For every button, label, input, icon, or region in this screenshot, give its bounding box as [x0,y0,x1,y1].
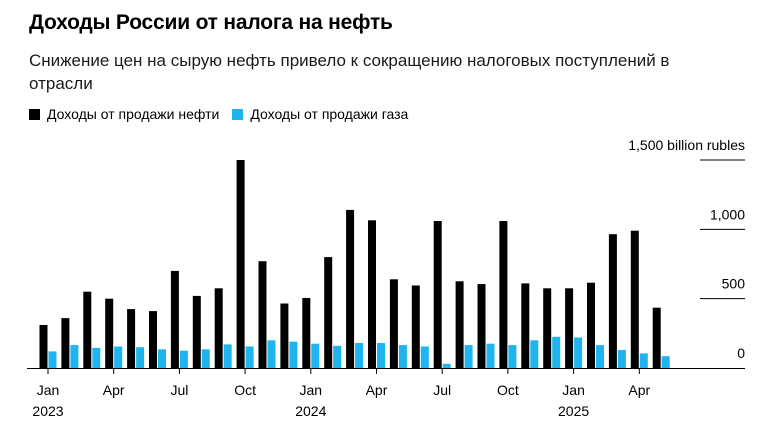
bar-oil [433,221,442,368]
bar-gas [223,344,232,368]
bar-gas [201,349,210,368]
bar-gas [398,345,407,368]
bar-oil [149,311,157,368]
bar-gas [639,353,648,368]
x-tick-month: Apr [366,382,388,398]
x-tick-month: Apr [103,382,125,398]
bar-oil [368,220,376,368]
legend-label-oil: Доходы от продажи нефти [47,106,220,122]
bar-gas [552,336,561,368]
bar-oil [652,307,661,368]
bar-oil [608,234,617,368]
bar-oil [455,281,464,368]
legend: Доходы от продажи нефти Доходы от продаж… [29,106,421,122]
bar-oil [280,303,289,368]
x-tick-month: Oct [234,382,256,398]
legend-item-gas: Доходы от продажи газа [232,106,408,122]
bar-gas [267,340,276,368]
bar-oil [214,288,223,368]
bar-oil [127,309,136,368]
y-tick-label: 1,500 billion rubles [628,137,745,153]
bar-gas [333,345,342,368]
bars [39,160,670,368]
chart-subtitle: Снижение цен на сырую нефть привело к со… [29,51,670,93]
bar-oil [192,295,201,368]
x-tick-month: Jan [300,382,323,398]
legend-item-oil: Доходы от продажи нефти [29,106,219,122]
bar-oil [324,257,333,368]
bar-gas [486,343,495,368]
bar-gas [245,346,254,368]
legend-label-gas: Доходы от продажи газа [250,106,409,122]
y-axis-ticks: 1,500 billion rubles 1,000 500 0 [628,137,745,361]
bar-oil [477,284,486,368]
bar-gas [530,340,539,368]
x-tick-year: 2023 [32,403,63,419]
bar-gas [377,343,385,368]
y-tick-label: 0 [737,345,745,361]
bar-gas [311,343,320,368]
bar-gas [420,346,429,368]
bar-gas [136,347,145,368]
bar-oil [499,221,508,368]
y-tick-label: 500 [722,276,746,292]
x-tick-month: Jan [37,382,60,398]
bar-gas [179,350,188,368]
bar-oil [630,230,639,368]
bar-oil [61,318,70,368]
bar-gas [596,345,604,368]
bar-gas [48,351,57,368]
bar-oil [521,283,530,368]
x-tick-month: Jan [562,382,585,398]
bar-oil [411,285,420,368]
x-tick-year: 2025 [558,403,589,419]
x-axis-ticks: Jan 2023 Apr Jul Oct Jan 2024 Apr Jul Oct Jan 2025 A… [32,368,651,419]
legend-swatch-oil [29,108,40,120]
bar-gas [508,345,517,368]
bar-gas [289,341,298,368]
x-tick-month: Jul [170,382,188,398]
bar-gas [617,350,626,368]
y-tick-label: 1,000 [710,206,745,222]
x-tick-month: Apr [628,382,650,398]
bar-oil [543,288,552,368]
chart-title: Доходы России от налога на нефть [29,11,393,34]
bar-oil [565,288,574,368]
bar-gas [464,345,473,368]
bar-gas [70,345,79,368]
bar-oil [83,291,92,368]
bar-gas [442,363,451,368]
x-tick-month: Jul [433,382,451,398]
bar-oil [302,298,311,368]
bar-oil [236,160,245,368]
x-tick-year: 2024 [295,403,326,419]
bar-gas [92,347,101,368]
bar-oil [587,282,595,368]
gridlines [700,159,745,300]
bar-oil [346,209,355,368]
bar-oil [170,270,179,368]
bar-gas [661,356,670,368]
bar-gas [158,349,166,368]
bar-gas [114,346,123,368]
legend-swatch-gas [232,108,244,120]
bar-oil [258,261,267,368]
bar-gas [574,337,583,368]
x-tick-month: Oct [497,382,519,398]
bar-oil [389,279,398,368]
bar-gas [355,343,364,368]
bar-oil [105,298,114,368]
bar-oil [39,325,48,368]
